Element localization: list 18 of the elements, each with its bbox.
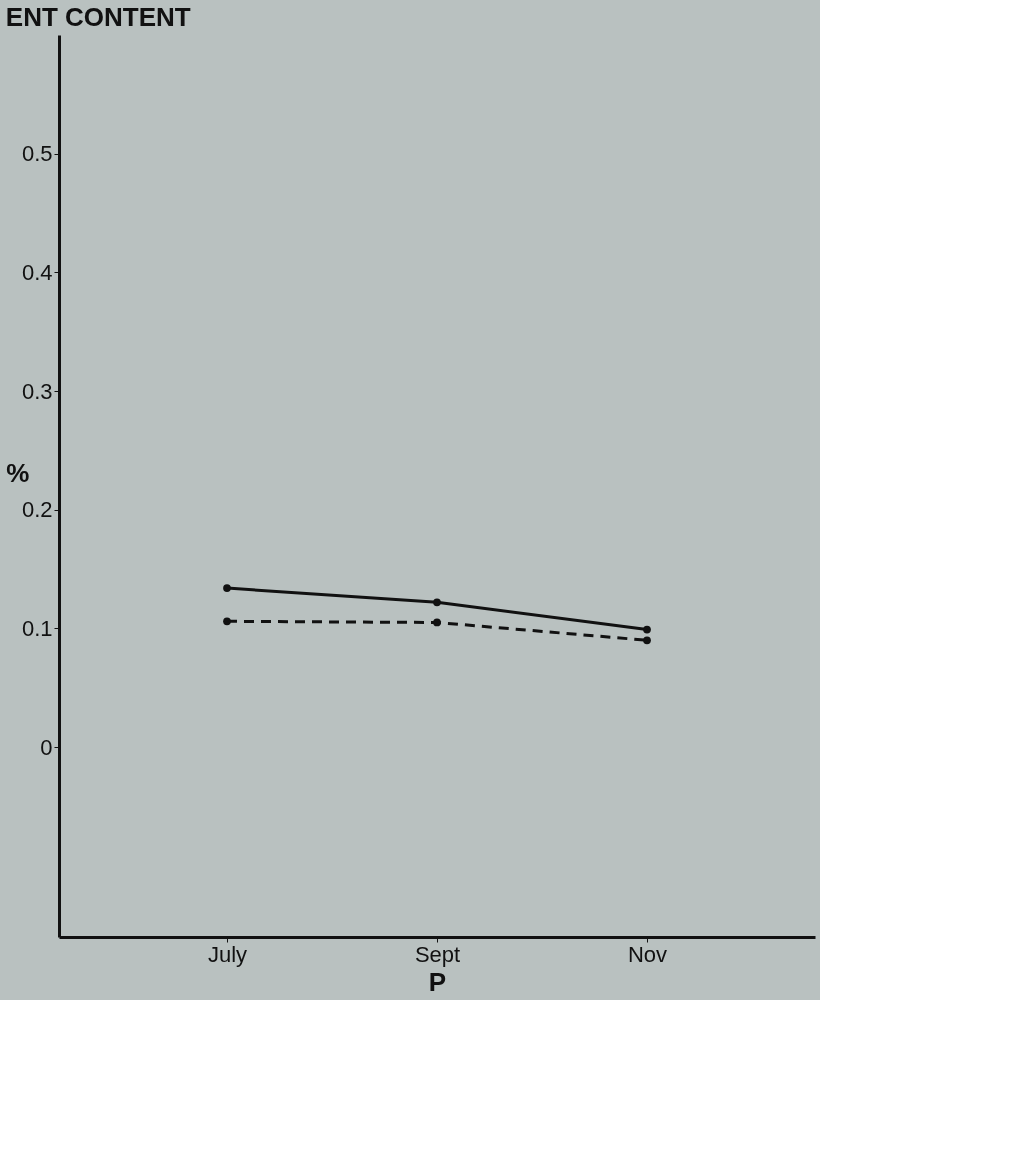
point [433,598,441,607]
x-axis-title: P [428,966,447,997]
y-axis-title: % [6,457,30,488]
y-tick-label: 0.3 [21,378,53,404]
chart-title: ENT CONTENT [5,2,191,32]
point [643,636,651,645]
point [433,618,441,627]
point [223,617,231,626]
y-tick-label: 0.1 [21,615,53,641]
x-tick-label: Nov [627,941,668,967]
y-tick-label: 0.4 [21,259,53,285]
y-tick-label: 0.5 [21,141,53,167]
x-tick-label: Sept [414,941,461,967]
y-tick-label: 0.2 [21,497,53,523]
point [223,584,231,592]
point [643,625,651,634]
y-tick-label: 0 [40,734,53,760]
x-tick-label: July [207,941,248,967]
